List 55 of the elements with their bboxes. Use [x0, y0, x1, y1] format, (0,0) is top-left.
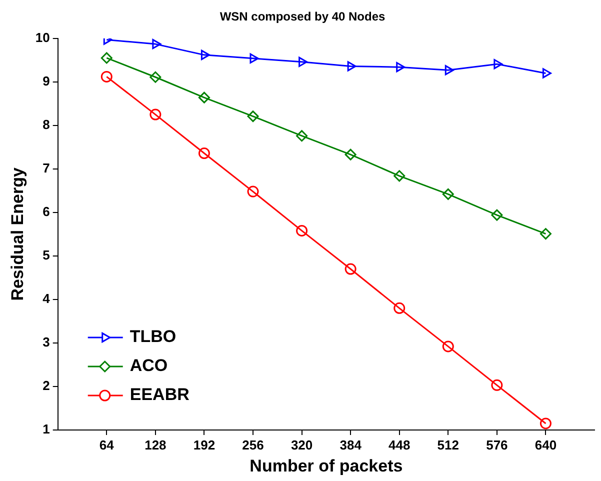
- point: [250, 53, 259, 64]
- x-tick-label: 384: [340, 437, 362, 452]
- point: [198, 148, 210, 160]
- y-tick-label: 3: [42, 334, 50, 350]
- x-axis-title: Number of packets: [250, 456, 403, 476]
- x-tick-label: 128: [144, 437, 166, 452]
- point: [198, 92, 210, 104]
- x-tick-label: 64: [99, 437, 115, 452]
- point: [491, 209, 503, 221]
- point: [542, 68, 552, 78]
- y-tick-label: 6: [42, 204, 50, 220]
- point: [100, 52, 112, 64]
- point: [540, 228, 552, 240]
- x-tick-label: 256: [242, 437, 264, 452]
- point: [247, 110, 259, 122]
- x-tick-label: 576: [486, 437, 508, 452]
- point: [344, 263, 356, 275]
- x-tick-label: 320: [290, 437, 313, 452]
- chart-title: WSN composed by 40 Nodes: [220, 10, 386, 24]
- x-tick-label: 448: [388, 437, 410, 452]
- point: [298, 56, 308, 67]
- point: [347, 61, 356, 72]
- y-tick-label: 2: [42, 378, 50, 394]
- y-tick-label: 1: [42, 422, 50, 437]
- point: [344, 148, 356, 160]
- y-tick-label: 4: [42, 291, 51, 306]
- x-tick-label: 640: [534, 437, 557, 452]
- y-tick-label: 5: [42, 248, 50, 263]
- point: [394, 302, 406, 314]
- point: [444, 65, 454, 76]
- x-tick-label: 512: [437, 437, 459, 452]
- legend-label: EEABR: [130, 385, 190, 404]
- point: [100, 70, 112, 82]
- legend-label: TLBO: [130, 327, 176, 346]
- legend-label: ACO: [130, 356, 168, 376]
- point: [491, 379, 503, 391]
- point: [442, 188, 454, 200]
- y-tick-label: 7: [42, 160, 50, 176]
- y-axis-title: Residual Energy: [8, 167, 27, 301]
- point: [540, 418, 552, 430]
- point: [396, 62, 406, 72]
- y-tick-label: 9: [42, 73, 50, 88]
- point: [150, 108, 162, 120]
- y-tick-label: 8: [42, 117, 50, 132]
- point: [394, 170, 406, 182]
- point: [247, 186, 259, 198]
- point: [442, 340, 454, 352]
- point: [152, 38, 162, 50]
- point: [150, 71, 162, 83]
- x-tick-label: 192: [193, 437, 216, 452]
- point: [296, 130, 308, 142]
- point: [494, 58, 503, 70]
- y-tick-label: 10: [35, 30, 50, 45]
- point: [296, 224, 308, 236]
- point: [200, 50, 210, 60]
